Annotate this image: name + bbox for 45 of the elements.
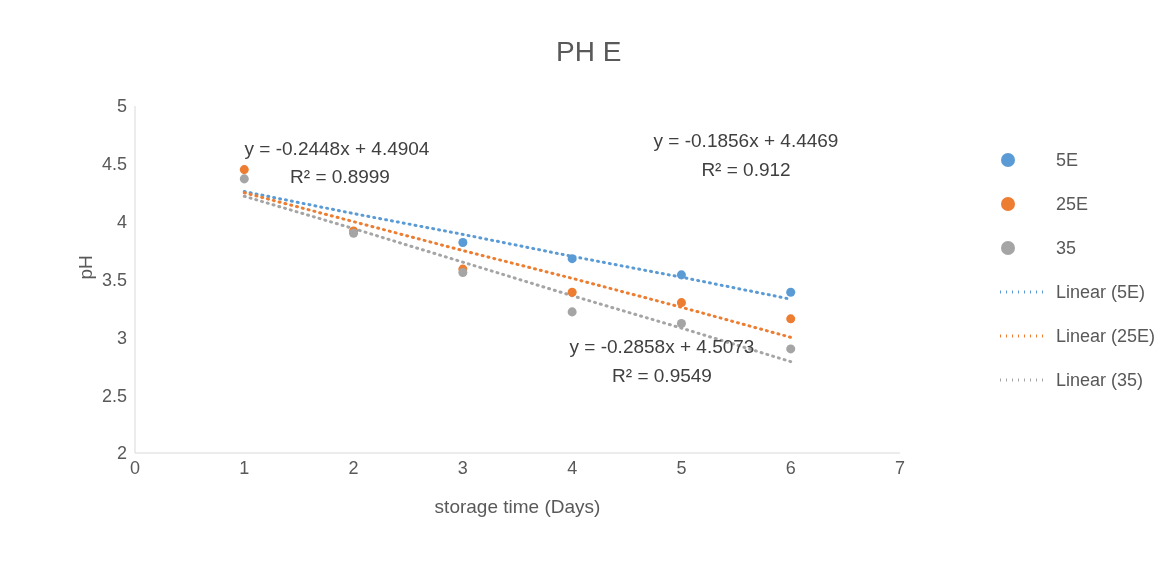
annotation: y = -0.2858x + 4.5073 bbox=[568, 336, 756, 358]
point bbox=[239, 174, 249, 184]
legend-label: Linear (25E) bbox=[1056, 325, 1155, 347]
annotation: R² = 0.912 bbox=[700, 159, 792, 181]
point bbox=[786, 344, 796, 354]
x-tick-label: 0 bbox=[129, 457, 141, 478]
x-tick-label: 3 bbox=[457, 457, 468, 478]
point bbox=[676, 270, 686, 280]
legend-label: Linear (35) bbox=[1056, 369, 1144, 391]
point bbox=[567, 307, 577, 317]
point bbox=[458, 268, 468, 278]
point bbox=[786, 314, 796, 324]
annotation: y = -0.2448x + 4.4904 bbox=[243, 138, 431, 160]
x-axis-title: storage time (Days) bbox=[434, 496, 601, 517]
line-series bbox=[242, 191, 793, 339]
y-tick-label: 3.5 bbox=[101, 269, 127, 290]
y-tick-label: 2.5 bbox=[101, 385, 127, 406]
chart-title: PH E bbox=[555, 36, 623, 68]
point bbox=[567, 254, 577, 264]
legend-label: 25E bbox=[1056, 193, 1089, 215]
point bbox=[239, 165, 249, 175]
x-tick-label: 6 bbox=[785, 457, 796, 478]
legend-label: 5E bbox=[1056, 149, 1079, 171]
y-tick-label: 4.5 bbox=[101, 154, 127, 175]
y-tick-label: 3 bbox=[116, 327, 127, 348]
x-tick-label: 1 bbox=[239, 457, 250, 478]
y-tick-label: 2 bbox=[116, 443, 127, 464]
y-tick-label: 4 bbox=[116, 212, 127, 233]
y-axis-title: pH bbox=[74, 255, 96, 280]
annotation: R² = 0.8999 bbox=[289, 166, 391, 188]
y-tick-label: 5 bbox=[116, 96, 127, 117]
line-series bbox=[242, 194, 793, 364]
point bbox=[567, 287, 577, 297]
x-tick-label: 4 bbox=[567, 457, 578, 478]
annotation: R² = 0.9549 bbox=[611, 365, 713, 387]
annotation: y = -0.1856x + 4.4469 bbox=[652, 130, 840, 152]
point bbox=[786, 287, 796, 297]
point bbox=[676, 298, 686, 308]
x-tick-label: 7 bbox=[894, 457, 906, 478]
x-tick-label: 2 bbox=[348, 457, 359, 478]
point bbox=[458, 237, 468, 247]
legend-label: 35 bbox=[1056, 237, 1077, 259]
legend-label: Linear (5E) bbox=[1056, 281, 1146, 303]
point bbox=[676, 318, 686, 328]
x-tick-label: 5 bbox=[676, 457, 687, 478]
